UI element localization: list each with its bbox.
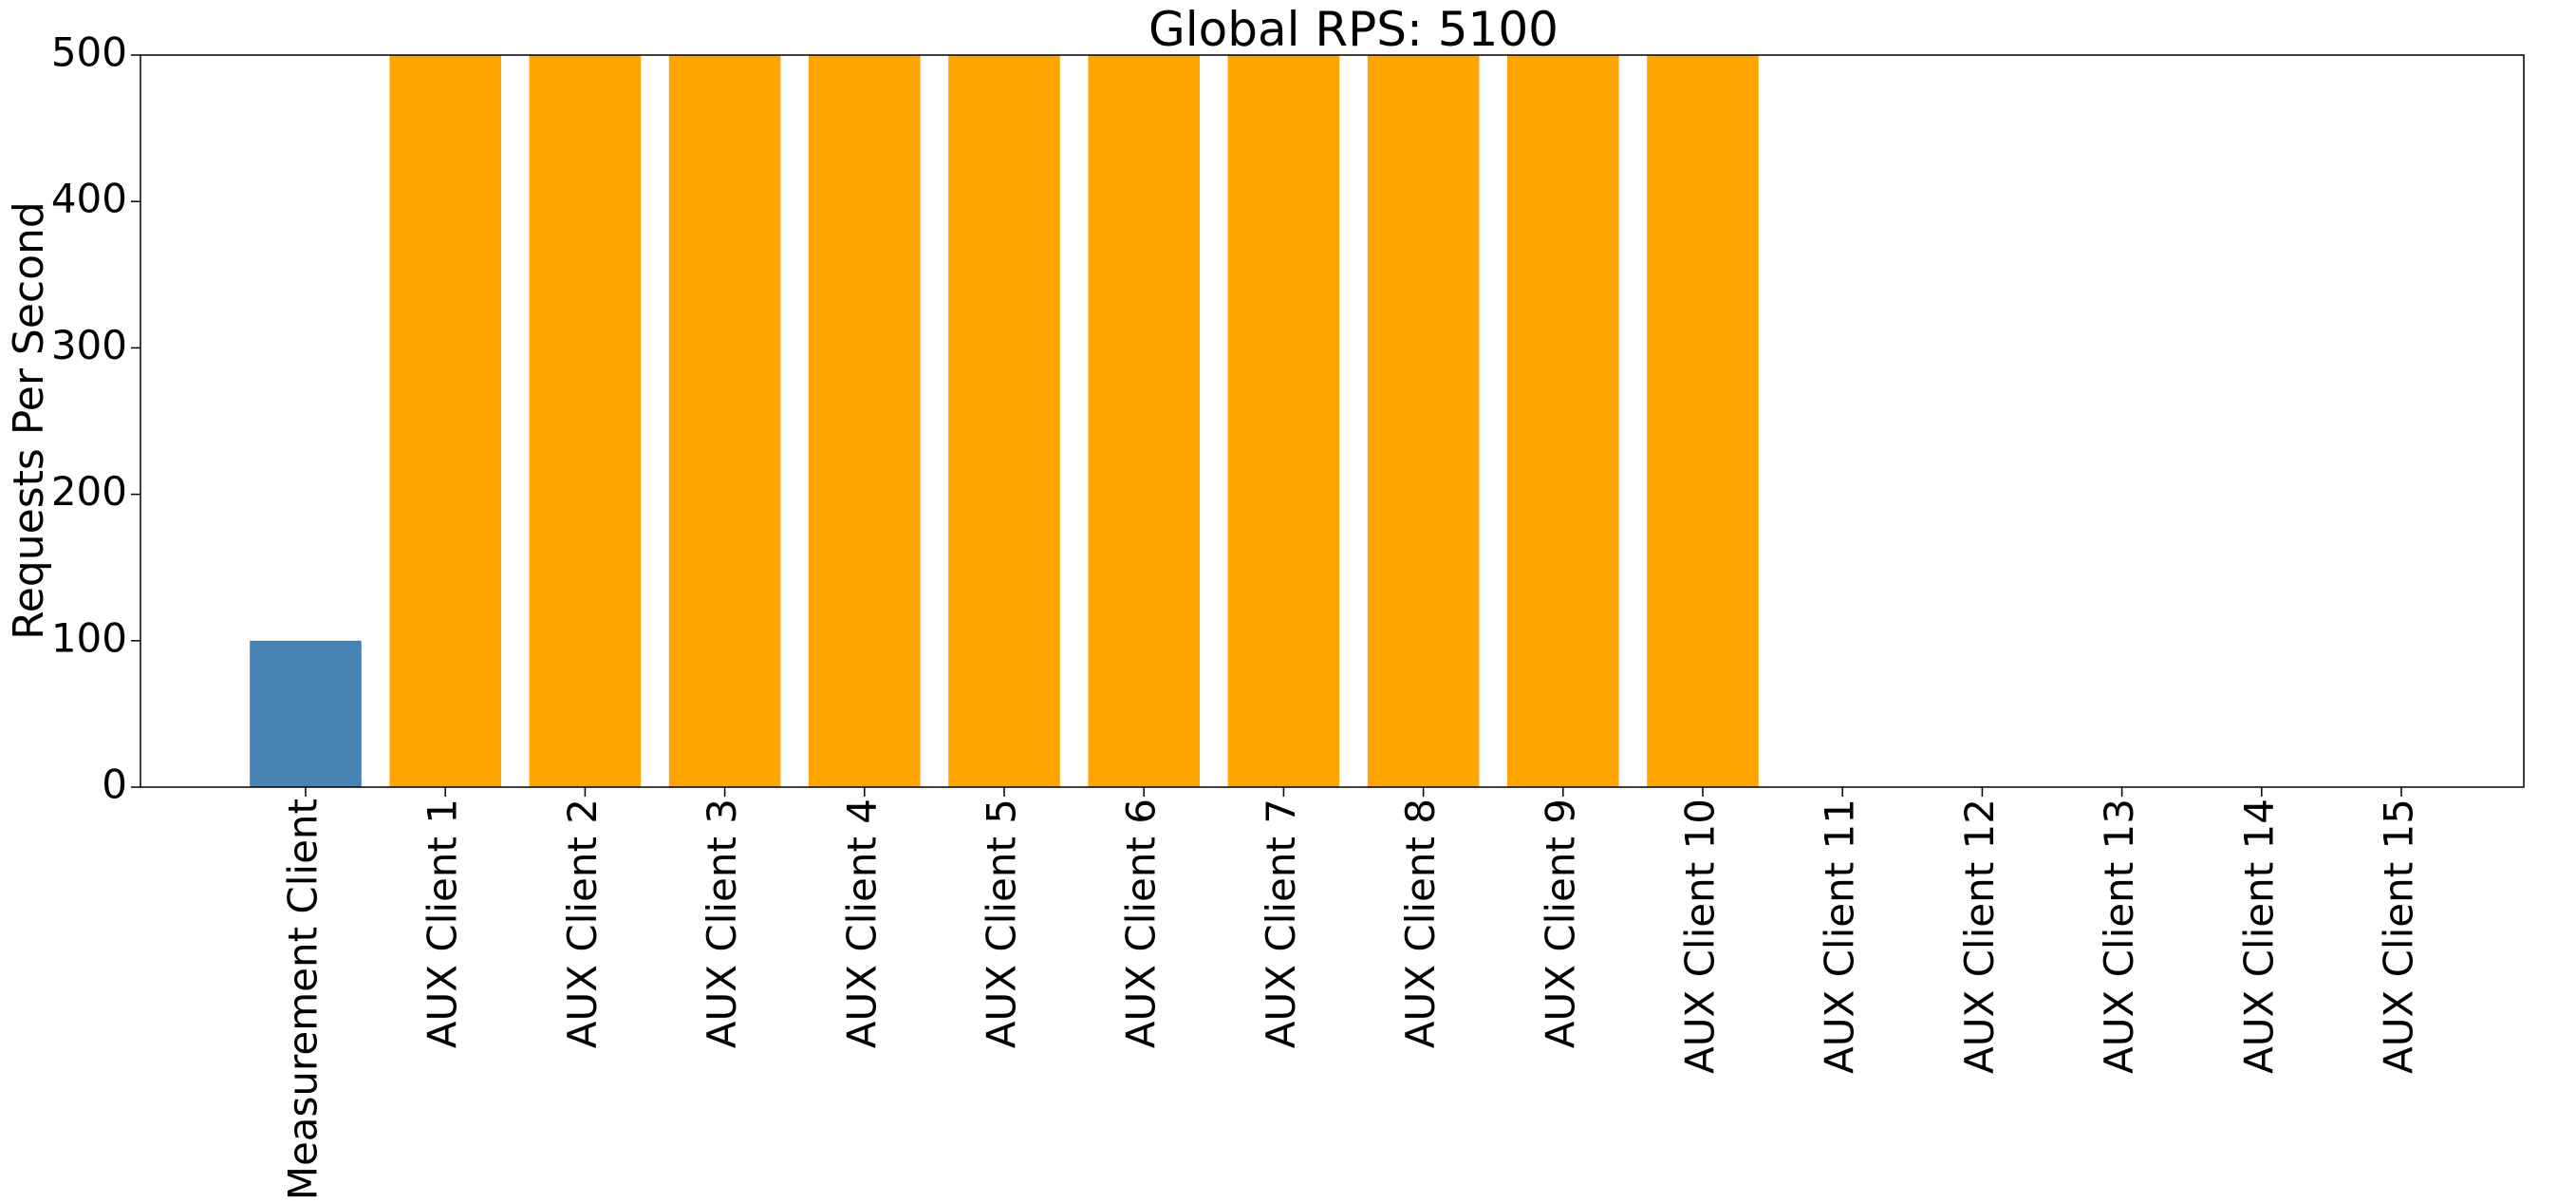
y-tick-label: 200 [51, 468, 127, 515]
x-tick-label: AUX Client 14 [2235, 799, 2282, 1074]
bar-9 [1367, 55, 1480, 787]
y-tick-label: 400 [51, 176, 127, 222]
bar-5 [809, 55, 921, 787]
y-axis-ticks: 0 100 200 300 400 500 [51, 29, 140, 808]
x-tick-label: AUX Client 1 [420, 799, 466, 1048]
chart-title: Global RPS: 5100 [1148, 2, 1559, 57]
bar-7 [1088, 55, 1200, 787]
y-tick-label: 500 [51, 29, 127, 76]
bar-11 [1647, 55, 1759, 787]
bars-group [250, 55, 1759, 787]
x-tick-label: AUX Client 4 [838, 799, 885, 1048]
x-tick-label: AUX Client 12 [1956, 799, 2003, 1074]
x-axis-ticks: Measurement Client AUX Client 1 AUX Client… [280, 787, 2422, 1200]
y-tick-label: 300 [51, 322, 127, 368]
x-tick-label: AUX Client 6 [1118, 799, 1165, 1048]
y-axis-label: Requests Per Second [5, 201, 53, 640]
bar-6 [948, 55, 1060, 787]
bar-4 [668, 55, 781, 787]
bar-1 [250, 640, 362, 787]
bar-2 [389, 55, 501, 787]
x-tick-label: AUX Client 7 [1258, 799, 1304, 1048]
x-tick-label: AUX Client 15 [2376, 799, 2422, 1074]
x-tick-label: AUX Client 8 [1397, 799, 1444, 1048]
bar-10 [1507, 55, 1619, 787]
bar-3 [529, 55, 642, 787]
x-tick-label: AUX Client 9 [1537, 799, 1583, 1048]
y-tick-label: 100 [51, 614, 127, 661]
x-tick-label: AUX Client 5 [979, 799, 1025, 1048]
x-tick-label: AUX Client 10 [1677, 799, 1724, 1074]
x-tick-label: Measurement Client [280, 799, 327, 1200]
plot-frame [140, 54, 2525, 788]
x-tick-label: AUX Client 3 [699, 799, 745, 1048]
x-tick-label: AUX Client 11 [1817, 799, 1863, 1074]
x-tick-label: AUX Client 13 [2096, 799, 2142, 1074]
x-tick-label: AUX Client 2 [559, 799, 606, 1048]
bar-8 [1227, 55, 1340, 787]
y-tick-label: 0 [102, 761, 127, 808]
